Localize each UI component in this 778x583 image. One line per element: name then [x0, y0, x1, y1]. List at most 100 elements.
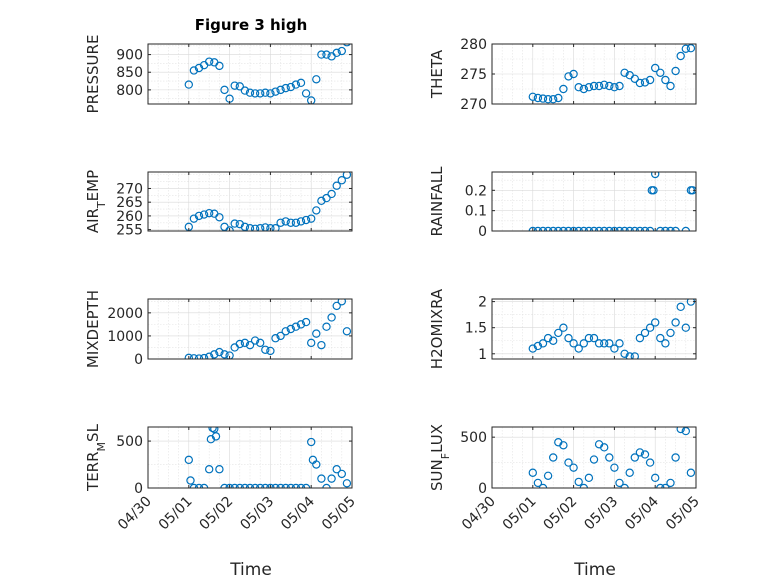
data-point [666, 478, 675, 488]
data-point [661, 339, 670, 348]
y-tick-label: 0.2 [465, 183, 487, 199]
data-point [281, 217, 290, 226]
data-point [235, 339, 244, 349]
y-tick-label: 0 [478, 481, 487, 497]
data-point [676, 427, 685, 434]
axes-box [147, 298, 353, 360]
y-tick-label: 255 [116, 223, 143, 239]
data-point [266, 224, 275, 231]
y-tick-label: 900 [116, 48, 143, 64]
data-point [312, 75, 321, 84]
data-point [574, 82, 583, 92]
data-point [651, 473, 660, 483]
data-point [605, 81, 614, 91]
y-tick-label: 850 [116, 65, 143, 81]
data-point [312, 460, 321, 469]
data-point [210, 58, 219, 67]
data-point [281, 83, 290, 93]
data-point [635, 78, 645, 88]
data-point [554, 328, 563, 338]
data-point [686, 468, 696, 477]
data-point [225, 351, 234, 359]
y-tick-label: 1 [478, 347, 487, 363]
data-point [291, 322, 301, 331]
data-point [584, 473, 594, 483]
data-point [605, 453, 614, 462]
y-tick-label: 265 [116, 195, 143, 211]
data-point [286, 82, 295, 92]
y-axis-label: THETA [428, 49, 446, 99]
data-point [549, 94, 558, 104]
y-tick-label: 800 [116, 83, 143, 99]
panel-rainfall: 0 0.1 0.2 RAINFALL [428, 166, 697, 240]
panel-theta: 270 275 280 THETA [428, 37, 697, 113]
data-point [271, 87, 280, 96]
data-point [204, 465, 214, 474]
y-axis-label: SUNFLUX [428, 424, 452, 491]
y-tick-label: 0.1 [465, 204, 487, 220]
data-point [343, 44, 351, 47]
data-point [564, 72, 573, 81]
data-point [640, 328, 650, 338]
data-point [184, 353, 193, 359]
data-point [630, 352, 639, 359]
data-point [317, 50, 326, 59]
data-series [184, 172, 352, 231]
axes-box [491, 426, 697, 489]
y-tick-label: 2 [478, 295, 487, 311]
data-point [528, 92, 538, 102]
data-point [296, 78, 306, 88]
data-point [215, 465, 224, 474]
data-point [322, 50, 331, 59]
data-point [671, 66, 680, 76]
data-point [681, 44, 691, 54]
y-tick-label: 500 [116, 434, 143, 450]
y-tick-label: 1000 [107, 329, 143, 345]
data-point [645, 323, 655, 332]
data-point [296, 320, 306, 329]
x-tick-label: 05/01 [500, 494, 540, 534]
data-point [184, 80, 193, 89]
data-point [256, 89, 265, 98]
data-point [342, 172, 352, 179]
data-point [564, 458, 573, 467]
data-point [327, 474, 336, 483]
data-point [332, 181, 341, 190]
data-point [543, 471, 553, 480]
x-tick-label: 05/01 [156, 494, 196, 534]
data-point [261, 223, 270, 231]
data-point [681, 323, 691, 332]
data-point [620, 68, 629, 78]
data-point [215, 347, 224, 357]
data-point [342, 479, 352, 488]
data-point [332, 301, 341, 311]
x-axis-label-right: Time [573, 560, 616, 580]
data-point [574, 344, 583, 353]
axes-box [491, 298, 697, 360]
data-point [194, 211, 204, 221]
y-tick-label: 1.5 [465, 321, 487, 337]
data-point [589, 333, 599, 343]
data-point [640, 450, 650, 459]
data-point [256, 224, 265, 231]
y-axis-label: TERRMSL [84, 423, 108, 492]
data-point [210, 350, 219, 359]
data-point [184, 455, 193, 465]
data-point [245, 88, 255, 97]
data-point [559, 84, 568, 94]
data-point [250, 336, 260, 345]
axes-box [147, 43, 353, 105]
data-point [549, 453, 558, 462]
data-point [281, 327, 290, 336]
data-point [574, 477, 583, 487]
data-point [307, 338, 316, 348]
data-point [240, 86, 250, 95]
data-point [533, 341, 543, 351]
data-point [312, 206, 321, 215]
data-point [337, 46, 346, 56]
data-point [276, 218, 285, 227]
data-point [220, 85, 229, 95]
data-point [301, 215, 311, 225]
data-point [625, 468, 634, 477]
